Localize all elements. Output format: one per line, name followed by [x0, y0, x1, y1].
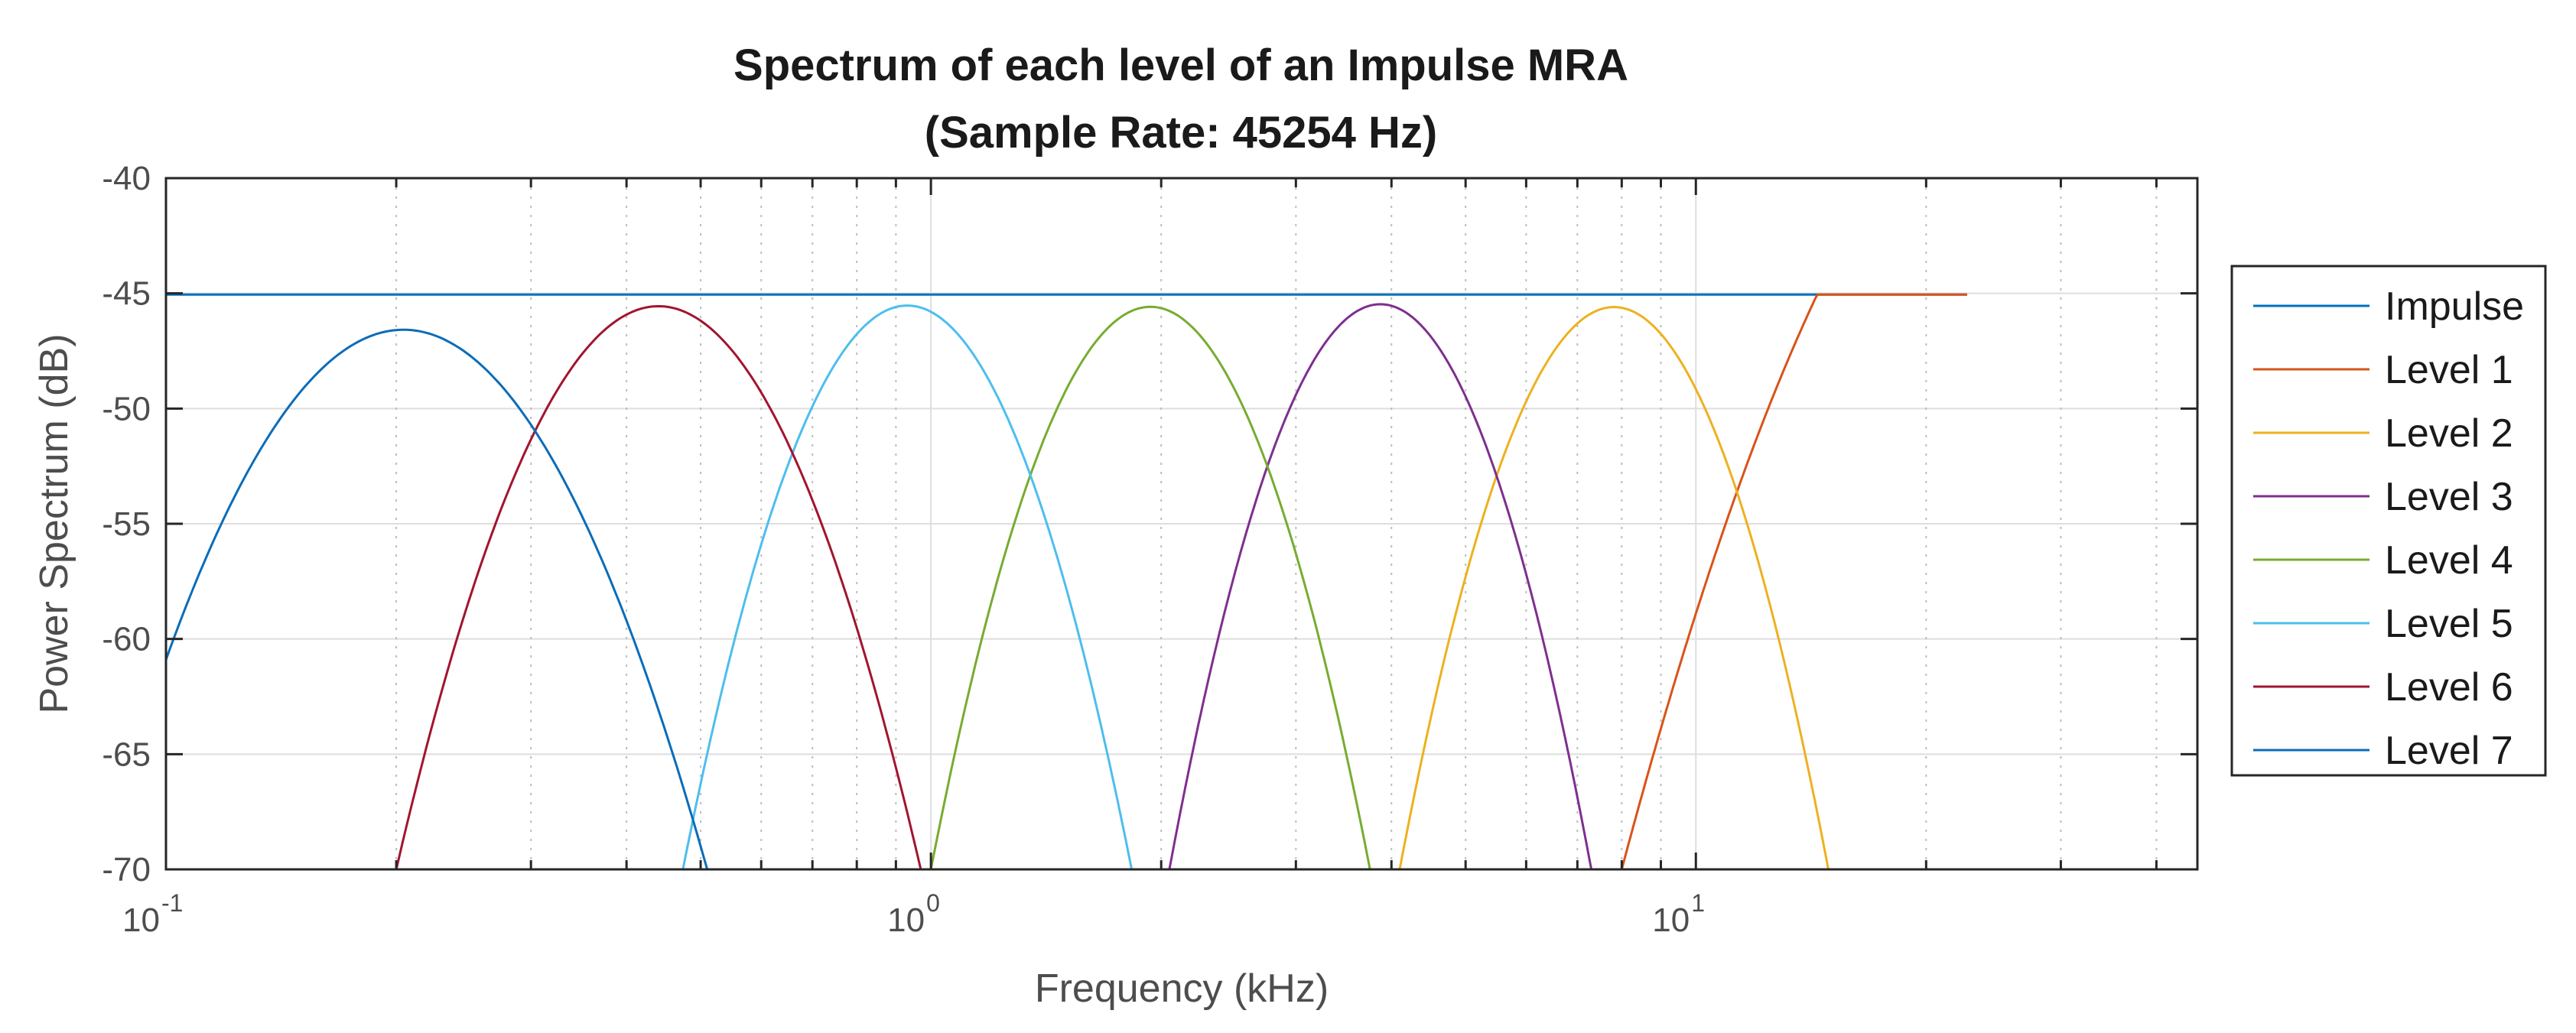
x-tick-label: 10 1	[1652, 889, 1705, 939]
y-tick-label: -40	[102, 160, 151, 197]
x-tick-label-exponent: 1	[1691, 889, 1705, 917]
series-group	[164, 293, 1967, 870]
y-axis-label: Power Spectrum (dB)	[32, 333, 76, 713]
x-tick-label-base: 10	[887, 901, 925, 939]
legend-label-level-2: Level 2	[2385, 411, 2513, 456]
legend-label-level-7: Level 7	[2385, 729, 2513, 773]
y-tick-label: -70	[102, 851, 151, 888]
series-line-level-7	[164, 328, 709, 870]
series-line-level-2	[1398, 306, 1830, 870]
y-tick-label: -55	[102, 505, 151, 543]
chart-title-line-1: Spectrum of each level of an Impulse MRA	[733, 41, 1628, 90]
grid	[166, 178, 2197, 869]
y-tick-label: -45	[102, 275, 151, 313]
series-line-level-6	[395, 305, 922, 870]
legend-label-level-1: Level 1	[2385, 348, 2513, 392]
series-line-level-3	[1168, 303, 1593, 870]
legend-label-level-4: Level 4	[2385, 538, 2513, 583]
y-tick-label: -60	[102, 621, 151, 658]
x-tick-label: 10 -1	[122, 889, 183, 939]
y-tick-label: -50	[102, 390, 151, 427]
x-tick-label-exponent: -1	[161, 889, 183, 917]
legend-label-level-3: Level 3	[2385, 475, 2513, 519]
x-tick-label-base: 10	[122, 901, 160, 939]
x-tick-label-base: 10	[1652, 901, 1690, 939]
legend: Impulse Level 1 Level 2 Level 3 Level 4 Level…	[2230, 265, 2547, 777]
legend-label-impulse: Impulse	[2385, 284, 2524, 329]
series-line-level-5	[681, 304, 1134, 870]
legend-label-level-5: Level 5	[2385, 602, 2513, 646]
legend-box	[2230, 265, 2547, 777]
x-axis-label: Frequency (kHz)	[1035, 966, 1329, 1011]
x-tick-label: 10 0	[887, 889, 940, 939]
series-line-level-1	[1620, 293, 1967, 870]
legend-label-level-6: Level 6	[2385, 665, 2513, 710]
x-tick-label-exponent: 0	[926, 889, 940, 917]
y-tick-label: -65	[102, 736, 151, 773]
chart-title-line-2: (Sample Rate: 45254 Hz)	[925, 108, 1437, 158]
series-line-level-4	[929, 305, 1371, 870]
